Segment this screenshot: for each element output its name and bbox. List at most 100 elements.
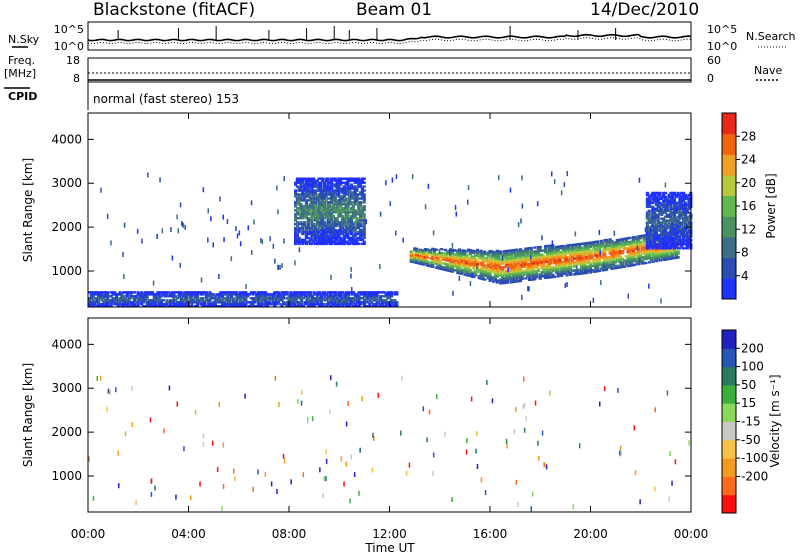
data-cell [601,243,605,246]
data-cell [299,199,303,202]
data-cell [340,226,345,230]
data-cell [335,183,339,186]
data-cell [493,271,497,274]
data-cell [578,242,582,246]
data-cell [235,226,237,232]
data-cell [465,254,469,257]
data-cell [653,254,657,257]
data-cell [262,303,266,306]
data-cell [342,219,346,222]
data-cell [438,259,442,262]
data-cell [663,241,668,244]
data-cell [314,293,318,296]
data-cell [231,291,235,294]
data-cell [310,236,314,240]
data-cell [195,305,199,308]
data-cell [348,191,352,194]
data-cell [638,257,641,263]
data-cell [88,291,92,294]
data-cell [325,305,329,308]
data-cell [449,266,453,269]
data-cell [346,183,350,186]
data-cell [316,293,320,296]
data-cell [436,264,440,268]
data-cell [337,291,341,294]
data-cell [685,235,689,238]
data-cell [326,187,330,190]
data-cell [520,271,524,275]
data-cell [370,291,374,294]
data-cell [654,213,658,216]
data-cell [342,199,346,202]
data-cell [676,250,680,253]
data-cell [447,269,451,272]
data-cell [310,183,314,186]
data-cell [624,239,628,242]
data-cell [331,215,336,218]
data-cell [237,303,241,306]
data-cell [477,251,481,254]
data-cell [527,266,532,270]
data-cell [339,297,343,300]
data-cell [115,297,119,300]
data-cell [150,301,155,304]
data-cell [360,191,364,194]
data-cell [313,203,318,206]
data-cell [357,205,361,208]
data-cell [621,240,625,243]
data-cell [606,244,610,247]
data-cell [106,291,110,294]
data-cell [179,291,183,294]
data-cell [182,222,184,228]
data-cell [673,256,677,260]
data-cell [685,217,689,220]
data-cell [558,259,562,262]
data-cell [145,305,149,308]
data-cell [312,199,316,202]
data-cell [649,245,653,248]
data-cell [581,268,585,271]
data-cell [322,232,327,236]
data-cell [617,266,621,269]
data-cell [465,264,469,267]
data-cell [313,179,318,182]
data-cell [359,203,363,206]
data-cell [676,205,680,208]
data-cell [172,297,176,300]
data-cell [545,264,549,267]
data-cell [459,254,463,258]
data-cell [649,201,653,205]
data-cell [303,187,307,190]
data-cell [97,299,101,302]
data-cell [617,252,621,255]
data-cell [680,201,684,205]
data-cell [131,295,135,298]
data-cell [687,241,691,244]
data-cell [355,189,359,192]
data-cell [479,271,483,274]
data-cell [663,223,668,226]
data-cell [506,253,510,257]
data-cell [326,197,330,200]
data-cell [346,236,350,240]
data-cell [352,291,356,294]
data-cell [328,299,332,302]
data-cell [380,303,385,306]
data-cell [603,249,607,252]
data-cell [326,230,330,234]
data-cell [362,189,366,192]
data-cell [488,267,492,271]
data-cell [174,299,178,302]
data-cell [359,234,363,238]
data-cell [299,209,303,212]
data-cell [346,187,350,190]
data-cell [492,254,496,258]
data-cell [294,297,298,300]
data-cell [346,203,350,206]
data-cell [210,303,214,306]
data-cell [526,253,530,256]
data-cell [306,240,310,244]
data-cell [515,406,517,412]
data-cell [578,248,582,252]
data-cell [480,477,483,483]
